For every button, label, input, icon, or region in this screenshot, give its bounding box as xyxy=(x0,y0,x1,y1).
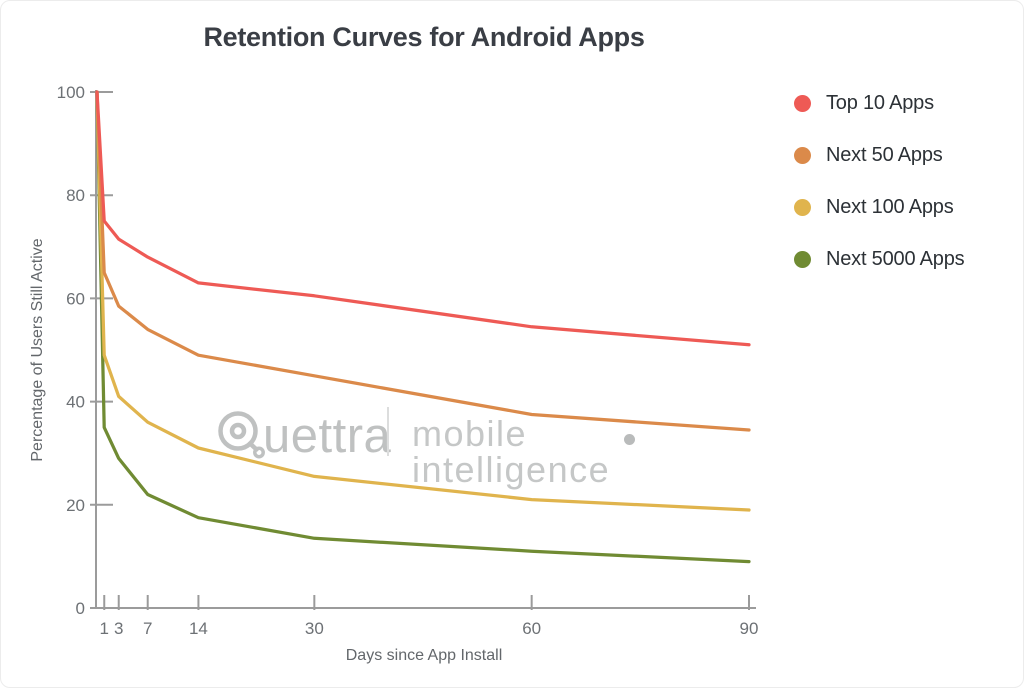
legend-color-dot xyxy=(794,147,811,164)
legend-label: Next 50 Apps xyxy=(826,144,943,166)
axes xyxy=(95,90,756,609)
series-line-top-10-apps xyxy=(95,90,751,347)
legend-color-dot xyxy=(794,251,811,268)
legend-item-top-10-apps: Top 10 Apps xyxy=(794,91,964,116)
x-tick-label-1: 1 xyxy=(100,619,109,638)
logo-outer-circle xyxy=(218,411,258,451)
legend-label: Next 5000 Apps xyxy=(826,248,965,270)
x-tick-label-7: 7 xyxy=(143,619,152,638)
watermark-dot xyxy=(624,434,635,445)
logo-tail-dot xyxy=(253,446,265,459)
x-tick-label-60: 60 xyxy=(522,619,541,638)
y-axis-title: Percentage of Users Still Active xyxy=(29,238,46,462)
legend-item-next-5000-apps: Next 5000 Apps xyxy=(794,247,965,272)
watermark-brand-text: uettra xyxy=(263,409,392,463)
y-tick-label-60: 60 xyxy=(66,289,85,308)
chart-title: Retention Curves for Android Apps xyxy=(203,22,645,52)
legend-label: Top 10 Apps xyxy=(826,92,934,114)
quettra-logo-icon xyxy=(218,411,265,459)
x-tick-label-90: 90 xyxy=(740,619,759,638)
y-tick-label-80: 80 xyxy=(66,186,85,205)
legend-item-next-50-apps: Next 50 Apps xyxy=(794,143,964,168)
y-tick-label-20: 20 xyxy=(66,496,85,515)
logo-inner-circle xyxy=(229,422,247,440)
watermark-divider xyxy=(387,407,389,456)
y-tick-label-40: 40 xyxy=(66,393,85,412)
legend-color-dot xyxy=(794,199,811,216)
retention-line-chart: 0 20 40 60 80 100 1 3 7 14 30 60 90 xyxy=(57,83,759,638)
watermark-tagline: mobile intelligence xyxy=(412,413,611,490)
y-tick-label-0: 0 xyxy=(76,599,85,618)
x-tick-label-14: 14 xyxy=(189,619,208,638)
series-line-next-5000-apps xyxy=(95,90,751,564)
series-line-next-50-apps xyxy=(95,90,751,432)
legend-label: Next 100 Apps xyxy=(826,196,954,218)
legend: Top 10 Apps Next 50 Apps Next 100 Apps Next… xyxy=(794,91,965,299)
y-tick-label-100: 100 xyxy=(57,83,85,102)
legend-color-dot xyxy=(794,95,811,112)
x-tick-label-3: 3 xyxy=(114,619,123,638)
x-tick-label-30: 30 xyxy=(305,619,324,638)
legend-item-next-100-apps: Next 100 Apps xyxy=(794,195,964,220)
x-axis-title: Days since App Install xyxy=(345,647,503,664)
series-line-next-100-apps xyxy=(95,90,751,512)
